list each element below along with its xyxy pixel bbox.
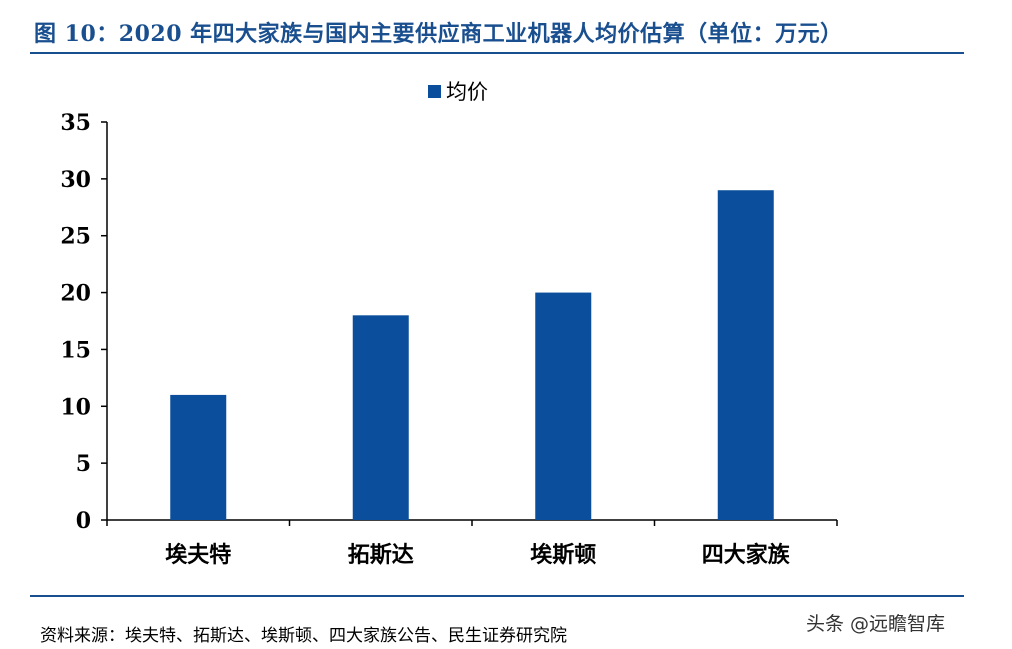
y-tick-label: 0: [76, 508, 91, 534]
y-tick-label: 20: [60, 281, 91, 307]
title-rule: [30, 52, 964, 54]
x-category-label: 埃斯顿: [530, 542, 596, 568]
legend-label: 均价: [446, 80, 488, 104]
bar-4: [717, 190, 774, 520]
bar-3: [535, 292, 592, 520]
bar-1: [170, 394, 227, 520]
y-tick-label: 15: [60, 337, 91, 363]
x-category-label: 拓斯达: [348, 542, 414, 568]
watermark: 头条 @远瞻智库: [806, 613, 946, 635]
bar-chart: 0 5 10 15 20 25 30 35 埃夫特 拓斯达 埃斯顿 四大家族 均价: [60, 80, 838, 568]
y-tick-label: 25: [60, 224, 91, 250]
legend-swatch: [428, 85, 441, 98]
y-tick-label: 5: [76, 451, 91, 477]
y-tick-label: 30: [60, 167, 91, 193]
y-tick-label: 35: [60, 110, 91, 136]
x-category-label: 四大家族: [702, 542, 791, 568]
footer-rule: [30, 595, 964, 597]
y-tick-label: 10: [60, 394, 91, 420]
source-note: 资料来源：埃夫特、拓斯达、埃斯顿、四大家族公告、民生证券研究院: [40, 626, 567, 646]
chart-title: 图 10：2020 年四大家族与国内主要供应商工业机器人均价估算（单位：万元）: [34, 21, 843, 47]
x-category-label: 埃夫特: [165, 542, 231, 568]
bar-2: [352, 315, 409, 520]
